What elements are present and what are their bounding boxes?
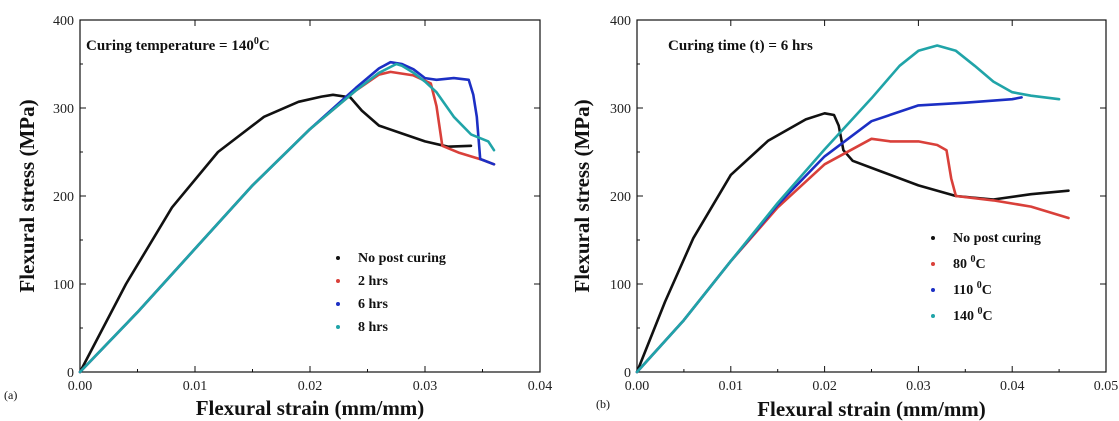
legend-marker bbox=[336, 279, 340, 283]
legend-label: 8 hrs bbox=[358, 320, 389, 335]
x-tick-label: 0.05 bbox=[1094, 379, 1119, 394]
series-line-3 bbox=[635, 44, 1061, 374]
legend-label: 110 0C bbox=[953, 280, 992, 298]
legend-label: 80 0C bbox=[953, 254, 986, 272]
legend-label-text: 8 hrs bbox=[358, 320, 389, 335]
legend-label-sup: 0 bbox=[971, 254, 976, 265]
legend-label-text: 80 bbox=[953, 257, 971, 272]
y-tick-label: 300 bbox=[610, 102, 631, 117]
legend-label-suffix: C bbox=[983, 309, 993, 324]
series-line-1 bbox=[78, 70, 496, 374]
legend-label-sup: 0 bbox=[978, 306, 983, 317]
legend-label-text: 6 hrs bbox=[358, 297, 389, 312]
condition-annotation-text: Curing temperature = 140 bbox=[86, 38, 254, 54]
legend-label: 6 hrs bbox=[358, 297, 389, 312]
legend-label-text: 140 bbox=[953, 309, 978, 324]
x-tick-label: 0.01 bbox=[183, 379, 208, 394]
y-tick-label: 100 bbox=[610, 278, 631, 293]
x-tick-label: 0.04 bbox=[528, 379, 553, 394]
legend-marker bbox=[336, 256, 340, 260]
legend-marker bbox=[931, 262, 935, 266]
legend-label-text: No post curing bbox=[953, 231, 1041, 246]
chart-panel-a: 0.00 0.01 0.02 0.03 0.04 0 100 200 300 400 Flexura… bbox=[4, 14, 552, 420]
x-tick-label: 0.00 bbox=[68, 379, 93, 394]
y-axis-label: Flexural stress (MPa) bbox=[15, 99, 39, 292]
condition-annotation-sup: 0 bbox=[254, 36, 259, 47]
legend-marker bbox=[336, 325, 340, 329]
series-line-0 bbox=[78, 93, 473, 374]
legend-label-sup: 0 bbox=[977, 280, 982, 291]
legend-label: No post curing bbox=[358, 251, 446, 266]
y-tick-label: 0 bbox=[67, 366, 74, 381]
series-line-3 bbox=[78, 62, 496, 374]
x-tick-label: 0.03 bbox=[413, 379, 438, 394]
series-line-1 bbox=[635, 137, 1070, 374]
panel-label: (b) bbox=[596, 397, 610, 411]
y-tick-label: 100 bbox=[53, 278, 74, 293]
legend-label-text: 2 hrs bbox=[358, 274, 389, 289]
condition-annotation: Curing temperature = 1400C bbox=[86, 36, 270, 54]
condition-annotation: Curing time (t) = 6 hrs bbox=[668, 38, 813, 54]
legend-marker bbox=[931, 236, 935, 240]
legend-label-text: No post curing bbox=[358, 251, 446, 266]
legend-marker bbox=[336, 302, 340, 306]
plot-frame bbox=[79, 19, 541, 373]
series-line-2 bbox=[78, 60, 496, 374]
x-tick-label: 0.04 bbox=[1000, 379, 1025, 394]
legend-label-suffix: C bbox=[982, 283, 992, 298]
plot-frame bbox=[636, 19, 1107, 373]
y-tick-label: 400 bbox=[610, 14, 631, 29]
legend: No post curing 2 hrs 6 hrs 8 hrs bbox=[336, 251, 446, 335]
y-axis-label: Flexural stress (MPa) bbox=[570, 99, 594, 292]
y-tick-label: 300 bbox=[53, 102, 74, 117]
legend-label: 140 0C bbox=[953, 306, 993, 324]
legend-marker bbox=[931, 288, 935, 292]
chart-panel-b: 0.00 0.01 0.02 0.03 0.04 0.05 0 100 200 300 400 Fle… bbox=[570, 14, 1118, 421]
condition-annotation-suffix: C bbox=[259, 38, 270, 54]
x-tick-label: 0.03 bbox=[906, 379, 931, 394]
legend-label-suffix: C bbox=[976, 257, 986, 272]
condition-annotation-text: Curing time (t) = 6 hrs bbox=[668, 38, 813, 54]
x-tick-label: 0.01 bbox=[719, 379, 744, 394]
x-axis-label: Flexural strain (mm/mm) bbox=[196, 396, 425, 420]
legend-marker bbox=[931, 314, 935, 318]
x-tick-label: 0.02 bbox=[298, 379, 323, 394]
panel-label: (a) bbox=[4, 388, 17, 402]
y-tick-label: 200 bbox=[610, 190, 631, 205]
legend-label-text: 110 bbox=[953, 283, 977, 298]
y-tick-label: 400 bbox=[53, 14, 74, 29]
y-tick-label: 200 bbox=[53, 190, 74, 205]
legend-label: No post curing bbox=[953, 231, 1041, 246]
y-tick-label: 0 bbox=[624, 366, 631, 381]
legend-label: 2 hrs bbox=[358, 274, 389, 289]
x-tick-label: 0.00 bbox=[625, 379, 650, 394]
x-axis-label: Flexural strain (mm/mm) bbox=[757, 397, 986, 421]
x-tick-label: 0.02 bbox=[812, 379, 837, 394]
